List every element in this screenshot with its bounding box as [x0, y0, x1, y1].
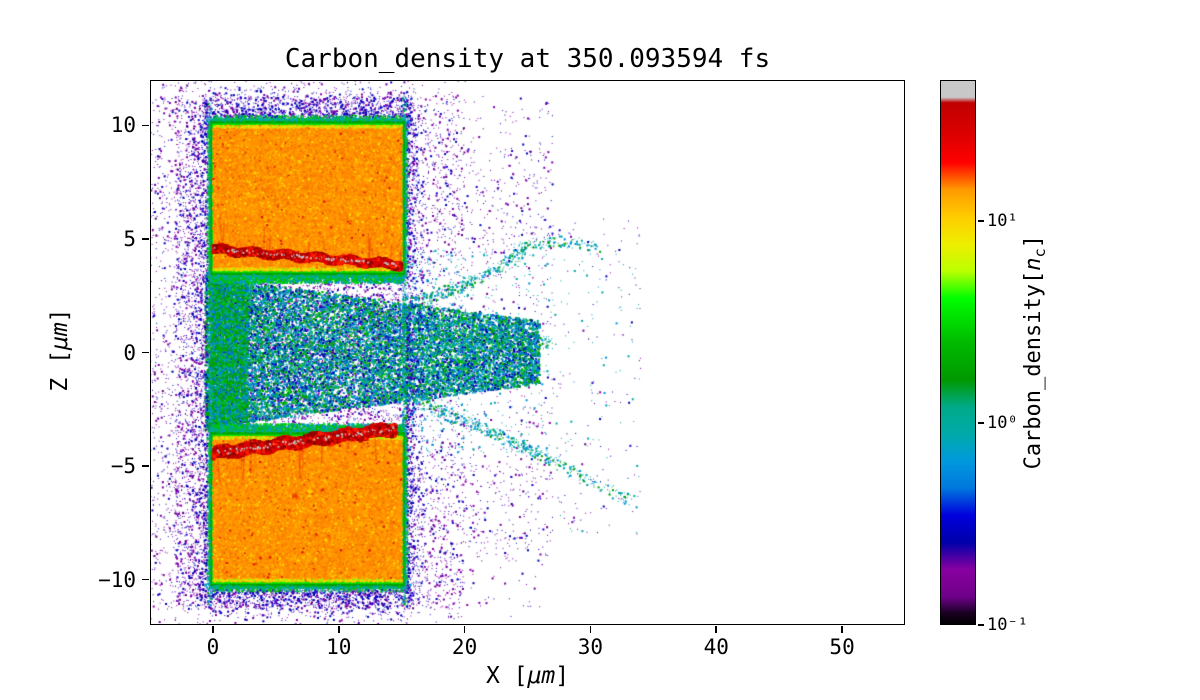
- x-tick-label: 40: [703, 635, 729, 659]
- colorbar-label: Carbon_density[nc]: [1021, 72, 1049, 632]
- x-tick-label: 10: [326, 635, 352, 659]
- colorbar-label-prefix: Carbon_density[: [1020, 270, 1046, 470]
- x-tick-mark: [463, 626, 466, 633]
- colorbar-label-var: n: [1020, 257, 1046, 271]
- x-label-prefix: X [: [485, 663, 528, 689]
- colorbar-label-sub: c: [1031, 248, 1050, 258]
- chart-title: Carbon_density at 350.093594 fs: [284, 44, 771, 74]
- colorbar-tick-mark: [978, 422, 984, 424]
- x-tick-mark: [337, 626, 340, 633]
- heatmap-canvas: [150, 80, 905, 625]
- y-tick-label: 5: [123, 226, 136, 251]
- colorbar-label-suffix: ]: [1020, 234, 1046, 249]
- x-label-suffix: ]: [555, 663, 570, 689]
- x-tick-mark: [589, 626, 592, 633]
- x-tick-mark: [841, 626, 843, 633]
- y-tick-mark: [142, 124, 149, 127]
- y-tick-label: 10: [110, 113, 136, 138]
- y-tick-label: −10: [98, 567, 136, 592]
- colorbar-tick-label: 10⁻¹: [987, 615, 1028, 635]
- colorbar-tick-mark: [978, 220, 984, 222]
- x-tick-label: 0: [206, 635, 220, 659]
- x-tick-label: 50: [829, 635, 855, 659]
- x-tick-mark: [715, 626, 718, 633]
- y-tick-mark: [142, 465, 149, 467]
- colorbar-tick-mark: [978, 624, 984, 626]
- x-label-unit: μm: [527, 663, 556, 689]
- y-tick-label: 0: [123, 340, 136, 365]
- y-tick-mark: [142, 238, 149, 240]
- colorbar-tick-label: 10¹: [987, 211, 1018, 232]
- colorbar-tick-label: 10⁰: [987, 413, 1018, 434]
- x-tick-label: 20: [451, 635, 478, 659]
- y-tick-mark: [142, 351, 149, 354]
- x-axis-label: X [μm]: [150, 663, 905, 689]
- x-tick-mark: [212, 626, 214, 633]
- colorbar: [940, 80, 976, 625]
- y-tick-label: −5: [110, 454, 136, 479]
- y-label-suffix: ]: [47, 308, 73, 323]
- x-tick-label: 30: [577, 635, 604, 659]
- y-tick-mark: [142, 578, 149, 581]
